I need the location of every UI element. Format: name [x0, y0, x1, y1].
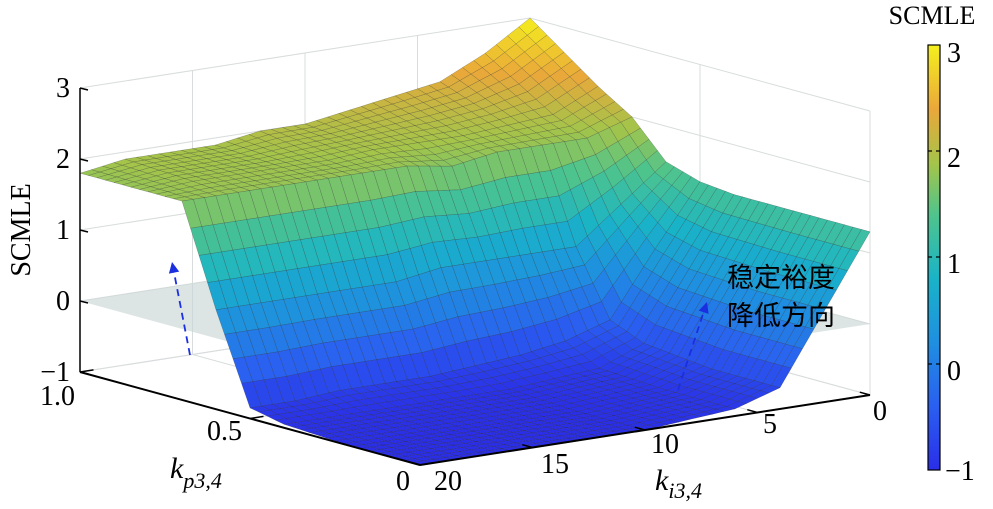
- z-tick-label: 2: [56, 144, 70, 175]
- colorbar-tick-label: 3: [947, 38, 961, 69]
- x-tick: [522, 443, 533, 449]
- z-tick-label: 0: [56, 286, 70, 317]
- z-tick-label: 3: [56, 73, 70, 104]
- z-tick-label: 1: [56, 215, 70, 246]
- x-tick-label: 5: [763, 409, 777, 440]
- colorbar-tick-label: 2: [947, 143, 961, 174]
- colorbar-tick-label: 1: [947, 249, 961, 280]
- annotation-line-2: 降低方向: [727, 301, 835, 332]
- surface: [79, 17, 871, 466]
- y-tick: [79, 369, 94, 373]
- z-tick: [79, 229, 89, 233]
- dashed-arrow-line: [677, 301, 708, 391]
- y-tick-label: 1.0: [40, 381, 75, 412]
- x-tick: [747, 408, 758, 414]
- x-axis-label: ki3,4: [655, 464, 702, 503]
- colorbar-tick-label: 0: [947, 356, 961, 387]
- direction-arrows: [168, 261, 709, 391]
- y-tick-label: 0: [396, 466, 410, 497]
- z-tick: [79, 87, 89, 91]
- y-tick-label: 0.5: [207, 416, 242, 447]
- arrow-head-icon: [168, 262, 180, 274]
- annotation-line-1: 稳定裕度: [727, 263, 835, 294]
- colorbar-ticks: [928, 150, 940, 365]
- colorbar-tick-label: −1: [945, 456, 975, 487]
- y-axis-label-sub: p3,4: [181, 468, 222, 493]
- x-tick: [634, 426, 646, 431]
- x-axis-label-main: k: [655, 464, 669, 497]
- x-tick-label: 15: [541, 449, 569, 480]
- z-tick: [79, 300, 89, 304]
- y-axis-label: kp3,4: [170, 452, 222, 493]
- x-tick-label: 10: [651, 429, 679, 460]
- dashed-arrow-line: [171, 261, 191, 356]
- z-tick-label: −1: [40, 357, 70, 388]
- y-axis-label-main: k: [170, 452, 184, 485]
- x-tick-label: 0: [873, 396, 887, 427]
- axes: [79, 87, 871, 466]
- y-tick: [419, 462, 434, 466]
- x-tick: [859, 391, 871, 396]
- z-tick: [79, 158, 89, 162]
- y-tick: [249, 415, 264, 420]
- z-axis-label: SCMLE: [6, 183, 37, 276]
- x-tick-label: 20: [434, 466, 462, 497]
- arrow-head-icon: [698, 302, 709, 314]
- x-axis-label-sub: i3,4: [668, 478, 702, 503]
- colorbar-title: SCMLE: [889, 1, 976, 30]
- x-tick: [409, 461, 421, 466]
